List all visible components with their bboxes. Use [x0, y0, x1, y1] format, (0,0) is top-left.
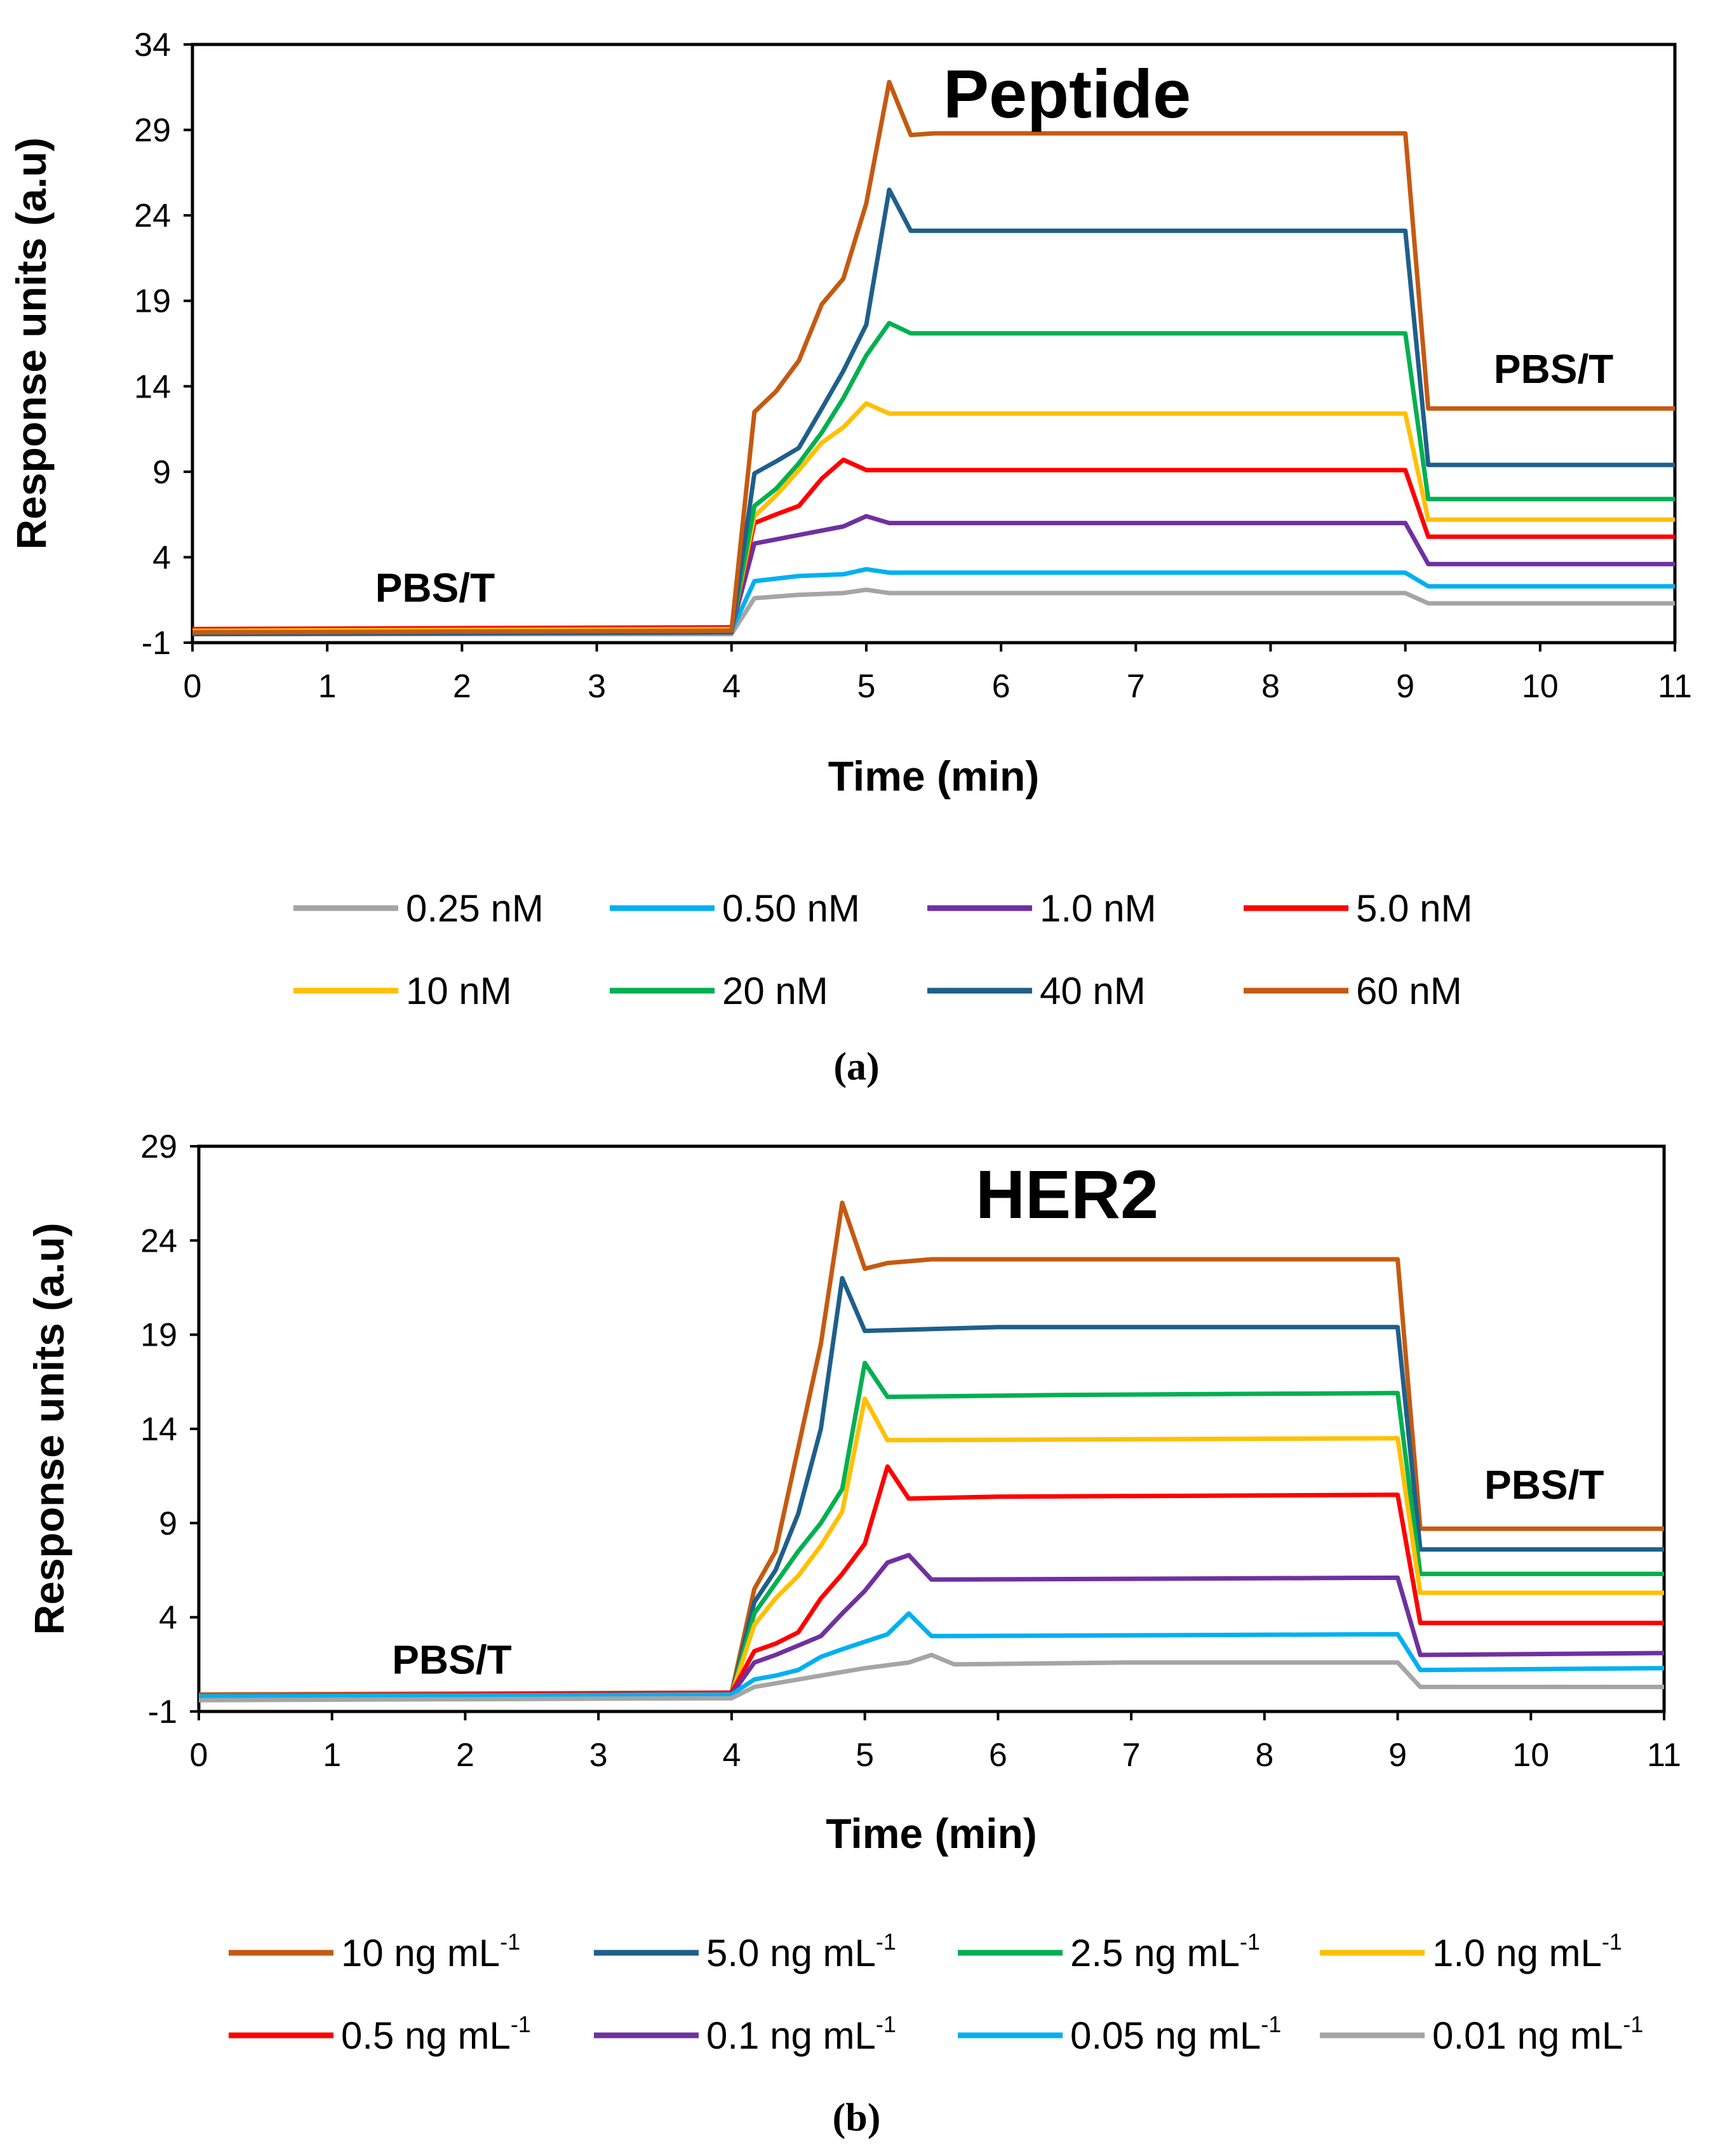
y-tick-label: 34	[134, 27, 171, 64]
x-tick-label: 1	[318, 668, 337, 705]
legend-superscript: -1	[876, 1929, 896, 1955]
y-tick-label: 29	[140, 1128, 177, 1165]
x-tick-label: 8	[1255, 1737, 1273, 1774]
series-line-6	[198, 1611, 1665, 1699]
panel-b-caption: (b)	[832, 2096, 881, 2139]
x-tick-label: 6	[992, 668, 1011, 705]
series-line-2	[198, 1360, 1664, 1699]
x-tick-label: 4	[722, 668, 741, 705]
x-axis-label: Time (min)	[826, 1810, 1037, 1857]
chart-panel-b: 0 1 2 3 4 5 6 7 8 9 10 11 -1 4 9 14 19 24 29 Time (min) Resp…	[25, 1128, 1681, 2057]
annotation-label: PBS/T	[375, 565, 495, 610]
series-line-0	[192, 587, 1675, 636]
x-tick-label: 8	[1261, 668, 1280, 705]
series-line-6	[192, 187, 1675, 636]
y-tick-label: 9	[159, 1505, 177, 1542]
x-tick-label: 0	[184, 668, 202, 705]
legend-superscript: -1	[1240, 1929, 1260, 1955]
series-line-5	[192, 321, 1675, 635]
series-line-2	[192, 514, 1675, 633]
plot-area-frame	[197, 1144, 1666, 1713]
legend-superscript: -1	[1602, 1929, 1622, 1955]
panel-a-caption: (a)	[833, 1045, 880, 1088]
legend-superscript: -1	[876, 2011, 896, 2037]
x-tick-label: 10	[1512, 1737, 1549, 1774]
y-tick-label: -1	[148, 1694, 177, 1731]
legend-label: 0.05 ng mL-1	[1070, 2011, 1281, 2057]
y-tick-label: 19	[134, 283, 171, 320]
series-line-5	[198, 1553, 1665, 1699]
y-tick-label: 14	[134, 368, 171, 405]
legend-label: 1.0 ng mL-1	[1432, 1929, 1622, 1974]
y-tick-label: 4	[159, 1600, 177, 1637]
y-tick-label: 4	[152, 539, 171, 576]
legend-label: 0.25 nM	[406, 887, 544, 930]
y-tick-label: 19	[140, 1317, 177, 1354]
series-line-7	[192, 79, 1675, 635]
x-tick-label: 1	[323, 1737, 341, 1774]
x-tick-label: 0	[190, 1737, 208, 1774]
legend-label: 0.50 nM	[722, 887, 860, 930]
x-tick-label: 6	[989, 1737, 1007, 1774]
legend-superscript: -1	[511, 2011, 531, 2037]
x-tick-label: 2	[453, 668, 471, 705]
legend-superscript: -1	[1261, 2011, 1281, 2037]
y-axis-label: Response units (a.u)	[25, 1222, 72, 1635]
series-line-1	[192, 566, 1675, 635]
plot-area-frame	[191, 43, 1677, 645]
series-line-3	[198, 1396, 1664, 1699]
x-tick-label: 7	[1127, 668, 1145, 705]
y-tick-label: -1	[142, 625, 171, 662]
x-tick-label: 3	[588, 668, 606, 705]
chart-title: HER2	[976, 1156, 1159, 1233]
annotation-label: PBS/T	[1494, 346, 1613, 392]
legend-label: 5.0 nM	[1356, 887, 1472, 930]
legend-label: 2.5 ng mL-1	[1070, 1929, 1260, 1974]
x-tick-label: 9	[1396, 668, 1414, 705]
legend-label: 0.1 ng mL-1	[706, 2011, 896, 2057]
x-tick-label: 5	[856, 1737, 874, 1774]
legend-label: 1.0 nM	[1040, 887, 1156, 930]
legend-label: 5.0 ng mL-1	[706, 1929, 896, 1974]
y-tick-label: 14	[140, 1411, 177, 1448]
legend-superscript: -1	[500, 1929, 520, 1955]
legend-label: 60 nM	[1356, 970, 1462, 1012]
x-tick-label: 2	[456, 1737, 474, 1774]
x-tick-label: 4	[722, 1737, 741, 1774]
chart-title: Peptide	[943, 55, 1191, 132]
x-tick-label: 7	[1122, 1737, 1141, 1774]
x-tick-label: 5	[857, 668, 875, 705]
x-tick-label: 9	[1388, 1737, 1407, 1774]
legend-label: 40 nM	[1040, 970, 1146, 1012]
y-tick-label: 29	[134, 112, 171, 149]
y-tick-label: 24	[140, 1222, 177, 1259]
legend-label: 10 nM	[406, 970, 512, 1012]
legend-label: 20 nM	[722, 970, 828, 1012]
legend-label: 0.5 ng mL-1	[341, 2011, 531, 2057]
series-line-7	[198, 1652, 1664, 1703]
y-tick-label: 9	[152, 454, 171, 491]
x-tick-label: 11	[1647, 1737, 1681, 1774]
series-line-1	[198, 1276, 1664, 1699]
annotation-label: PBS/T	[392, 1637, 511, 1683]
x-tick-label: 11	[1658, 668, 1692, 705]
legend-superscript: -1	[1623, 2011, 1643, 2037]
y-axis-label: Response units (a.u)	[8, 137, 55, 549]
x-tick-label: 3	[589, 1737, 608, 1774]
x-tick-label: 10	[1522, 668, 1559, 705]
series-line-0	[198, 1200, 1664, 1697]
annotation-label: PBS/T	[1484, 1462, 1604, 1508]
legend-label: 10 ng mL-1	[341, 1929, 520, 1974]
y-tick-label: 24	[134, 198, 171, 234]
x-axis-label: Time (min)	[828, 753, 1039, 800]
series-line-4	[198, 1464, 1664, 1699]
legend-label: 0.01 ng mL-1	[1432, 2011, 1643, 2057]
